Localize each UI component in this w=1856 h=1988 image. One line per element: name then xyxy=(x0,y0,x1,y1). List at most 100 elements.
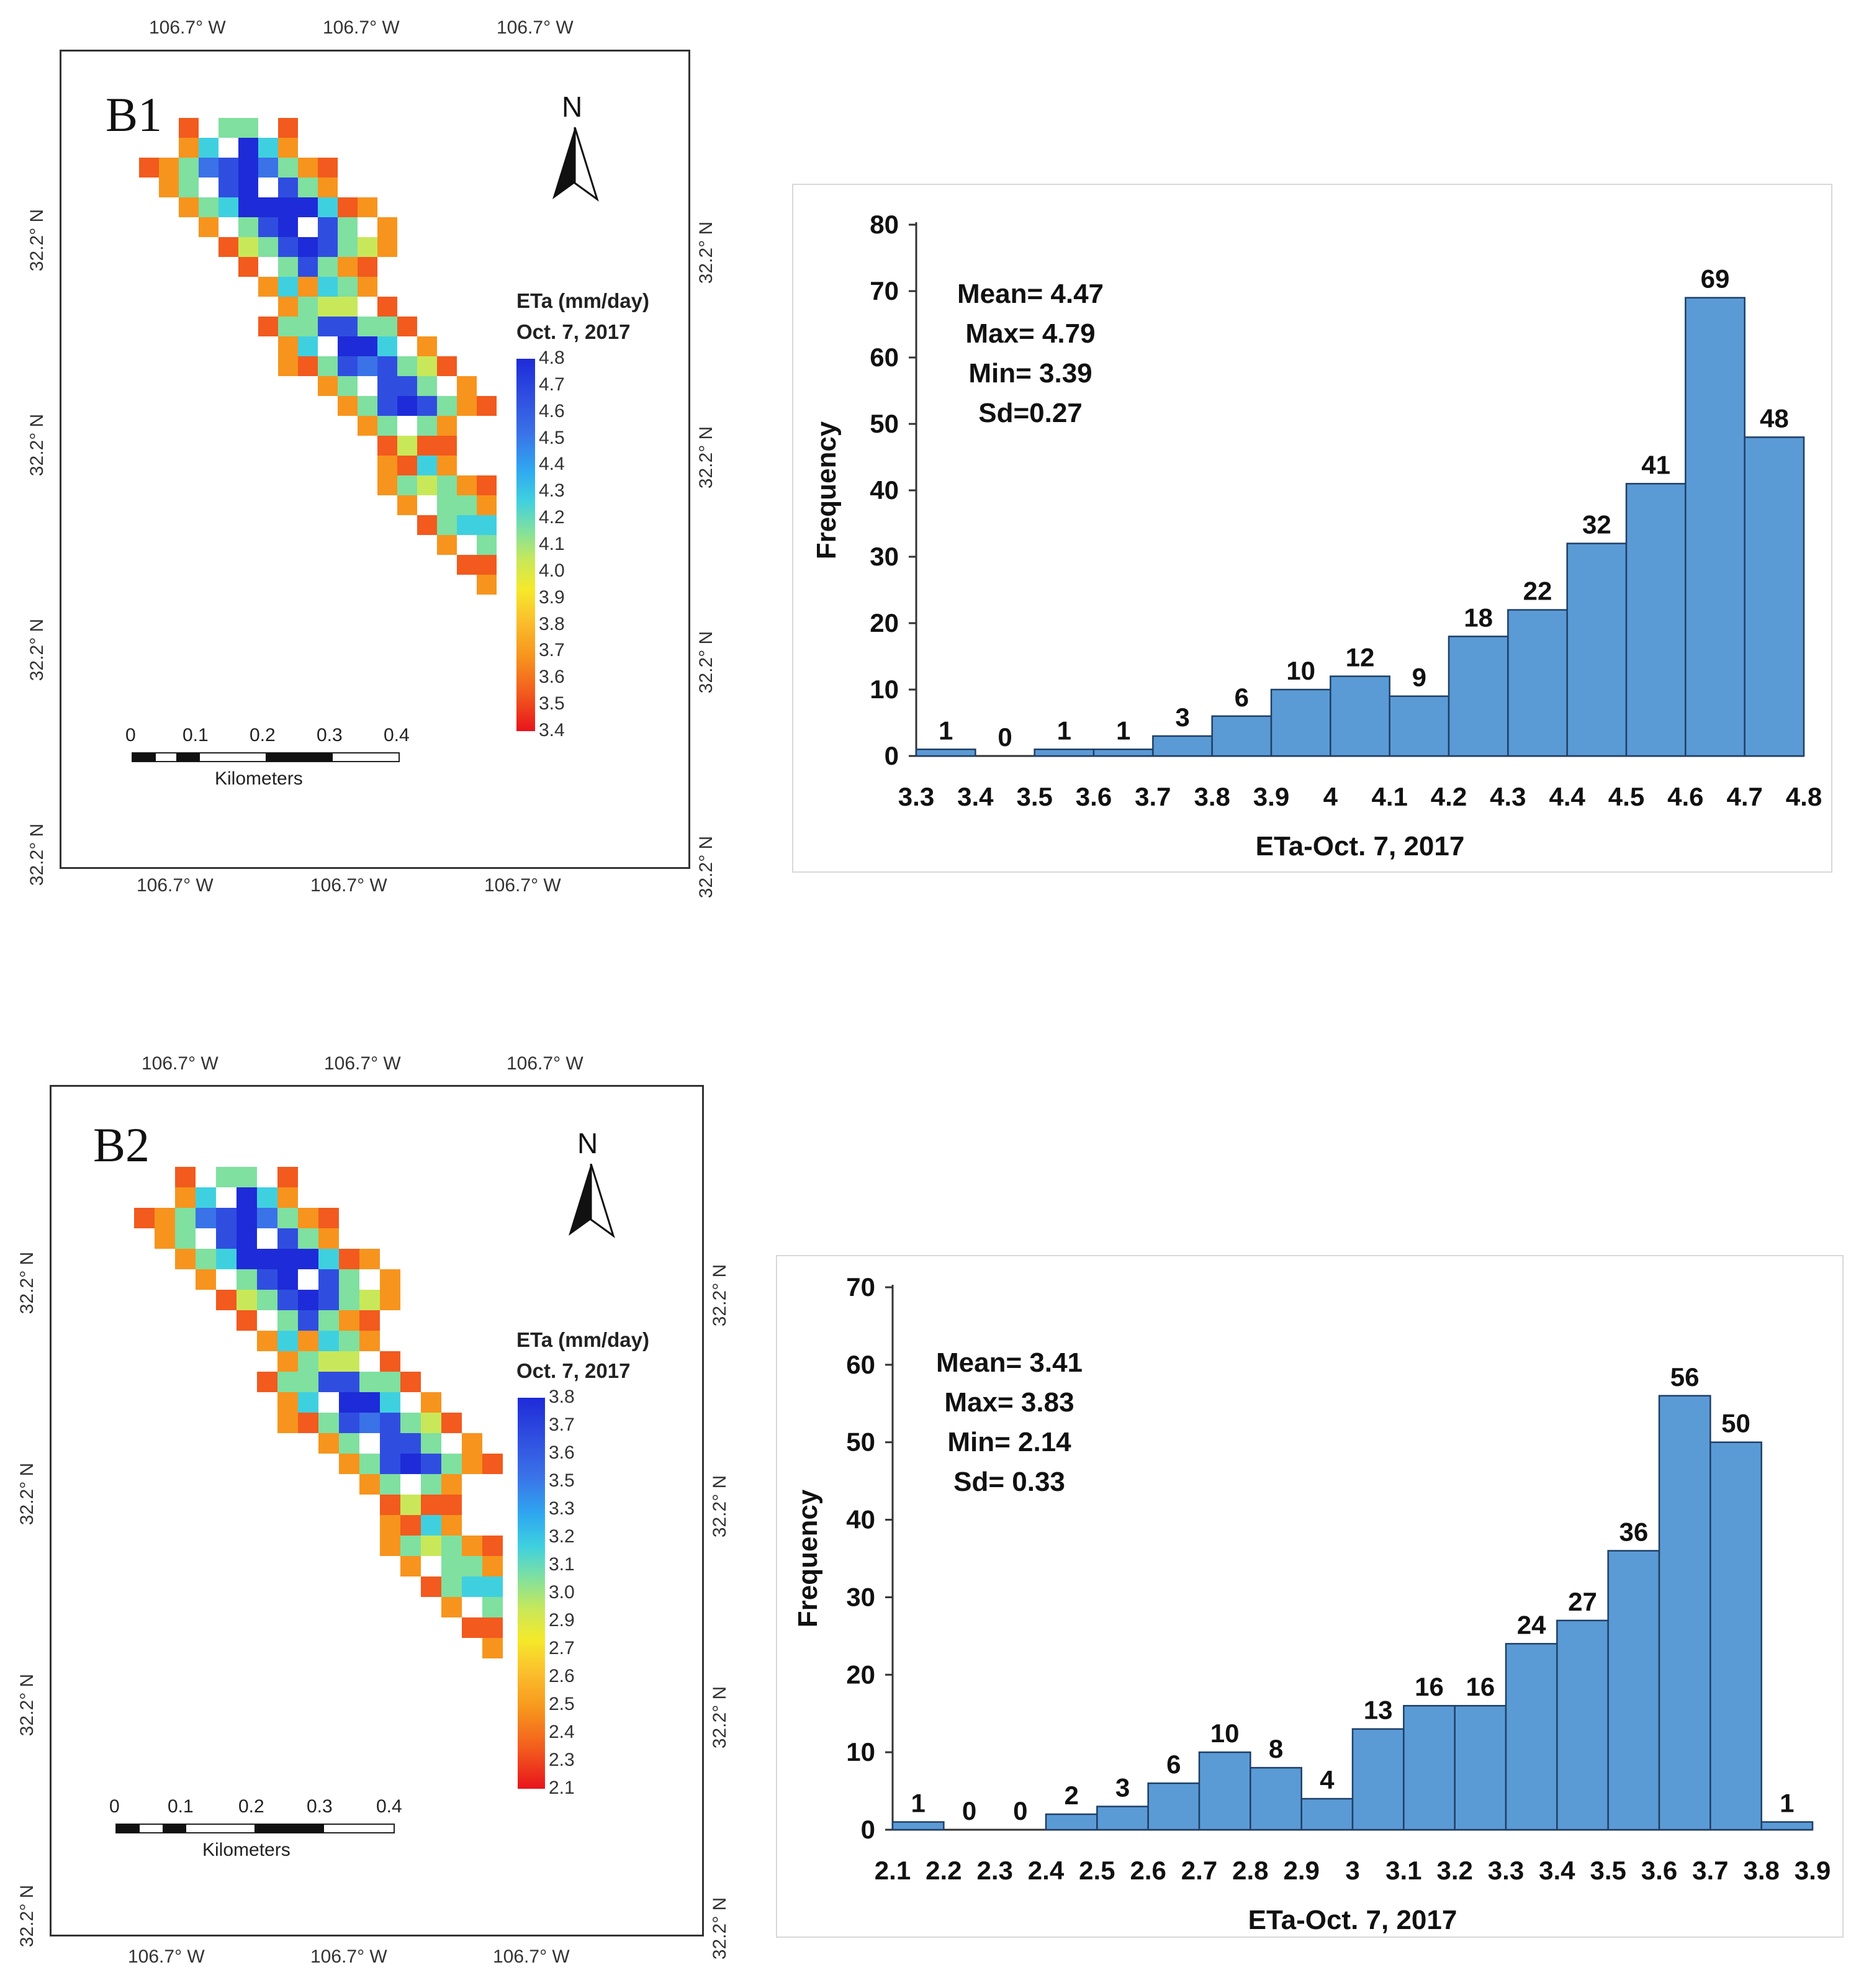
raster-cell xyxy=(377,297,397,317)
raster-cell xyxy=(278,297,298,317)
raster-cell xyxy=(339,1372,359,1392)
legend-tick-label: 3.9 xyxy=(539,587,565,608)
raster-cell xyxy=(298,197,318,217)
bar-value-label: 50 xyxy=(1721,1409,1750,1438)
histogram-bar xyxy=(1403,1704,1456,1831)
bar-value-label: 22 xyxy=(1523,577,1552,606)
raster-cell xyxy=(238,217,258,237)
x-tick-label: 3.2 xyxy=(1436,1856,1472,1885)
x-tick-label: 2.6 xyxy=(1130,1856,1166,1885)
histogram-bar xyxy=(1448,636,1509,757)
raster-cell xyxy=(437,475,457,495)
histogram-bar xyxy=(1685,297,1746,757)
raster-cell xyxy=(359,1372,380,1392)
top-lon-label: 106.7° W xyxy=(323,17,400,38)
raster-cell xyxy=(400,1454,421,1474)
bar-value-label: 1 xyxy=(1780,1789,1794,1818)
raster-cell xyxy=(339,1290,359,1310)
raster-cell xyxy=(298,317,318,336)
raster-cell xyxy=(199,138,218,158)
raster-cell xyxy=(155,1228,175,1249)
raster-cell xyxy=(257,1290,277,1310)
raster-cell xyxy=(338,217,358,237)
y-axis-title: Frequency xyxy=(793,1489,823,1627)
bar-value-label: 41 xyxy=(1641,450,1670,479)
y-tick-label: 30 xyxy=(846,1582,875,1611)
raster-cell xyxy=(380,1454,400,1474)
raster-cell xyxy=(318,277,338,297)
north-arrow-icon xyxy=(552,127,599,202)
raster-cell xyxy=(175,1228,196,1249)
bar-value-label: 1 xyxy=(911,1789,925,1818)
raster-cell xyxy=(278,138,298,158)
raster-cell xyxy=(257,1269,277,1290)
bar-value-label: 10 xyxy=(1210,1719,1240,1748)
histogram-bar xyxy=(1507,609,1568,757)
stats-annotation: Min= 2.14 xyxy=(947,1427,1071,1457)
raster-cell xyxy=(380,1392,400,1413)
legend-tick-label: 3.2 xyxy=(549,1526,575,1547)
raster-cell xyxy=(477,475,497,495)
legend-tick-label: 3.5 xyxy=(549,1470,575,1491)
legend-tick-label: 3.4 xyxy=(539,720,565,740)
bar-value-label: 16 xyxy=(1415,1672,1444,1701)
top-lon-label: 106.7° W xyxy=(507,1053,583,1074)
eta-raster-map xyxy=(134,1167,503,1658)
raster-cell xyxy=(257,1372,277,1392)
raster-cell xyxy=(237,1310,257,1331)
raster-cell xyxy=(339,1331,359,1351)
raster-cell xyxy=(397,456,417,475)
raster-cell xyxy=(318,356,338,376)
raster-cell xyxy=(277,1392,298,1413)
raster-cell xyxy=(237,1269,257,1290)
raster-cell xyxy=(397,356,417,376)
north-label: N xyxy=(562,91,583,123)
x-tick-label: 3.8 xyxy=(1743,1856,1779,1885)
bar-value-label: 16 xyxy=(1466,1672,1495,1701)
scale-tick: 0.3 xyxy=(307,1796,333,1817)
histogram-bar xyxy=(1625,483,1687,757)
raster-cell xyxy=(437,356,457,376)
raster-cell xyxy=(257,1249,277,1269)
raster-cell xyxy=(298,1228,318,1249)
raster-cell xyxy=(257,1331,277,1351)
x-tick-label: 4.3 xyxy=(1490,782,1526,811)
raster-cell xyxy=(298,1372,318,1392)
raster-cell xyxy=(278,356,298,376)
raster-cell xyxy=(397,475,417,495)
bottom-lon-label: 106.7° W xyxy=(310,875,387,896)
histogram-bar xyxy=(1034,749,1095,757)
raster-cell xyxy=(278,197,298,217)
legend-tick-label: 4.6 xyxy=(539,400,565,421)
x-tick-label: 2.4 xyxy=(1028,1856,1065,1885)
raster-cell xyxy=(216,1249,237,1269)
right-lat-label: 32.2° N xyxy=(696,221,717,284)
raster-cell xyxy=(380,1474,400,1495)
x-tick-label: 4.1 xyxy=(1371,782,1407,811)
bar-value-label: 4 xyxy=(1320,1765,1335,1794)
raster-cell xyxy=(477,396,497,416)
bar-value-label: 6 xyxy=(1166,1750,1181,1779)
raster-cell xyxy=(318,1351,339,1372)
raster-cell xyxy=(359,1392,380,1413)
raster-cell xyxy=(377,436,397,456)
bar-value-label: 24 xyxy=(1517,1610,1546,1639)
raster-cell xyxy=(421,1536,441,1556)
raster-cell xyxy=(358,416,377,436)
histogram-bar xyxy=(1760,1821,1814,1831)
bottom-lon-label: 106.7° W xyxy=(484,875,561,896)
raster-cell xyxy=(277,1331,298,1351)
raster-cell xyxy=(318,158,338,178)
raster-cell xyxy=(175,1208,196,1228)
raster-cell xyxy=(437,456,457,475)
x-axis-title: ETa-Oct. 7, 2017 xyxy=(1256,831,1465,861)
x-tick-label: 3.3 xyxy=(1488,1856,1524,1885)
raster-cell xyxy=(462,1454,482,1474)
raster-cell xyxy=(417,456,437,475)
histogram-bar xyxy=(1505,1643,1558,1831)
raster-cell xyxy=(462,1617,482,1638)
x-tick-label: 3.4 xyxy=(1539,1856,1575,1885)
bottom-lon-label: 106.7° W xyxy=(128,1946,205,1967)
raster-cell xyxy=(417,356,437,376)
